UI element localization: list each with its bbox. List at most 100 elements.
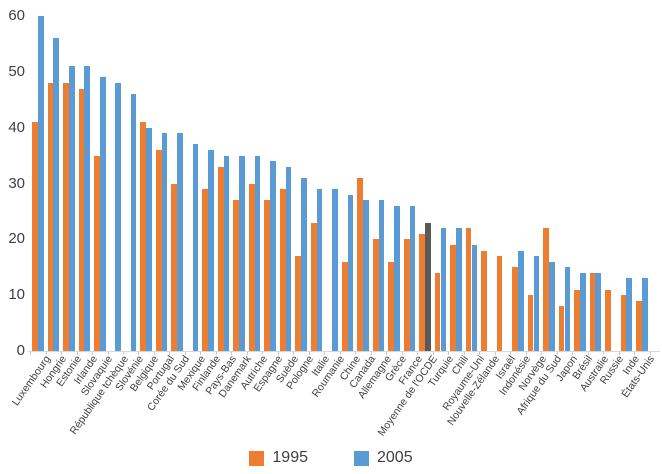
bar-1995-isra-l	[496, 256, 503, 351]
bar-1995-belgique	[140, 122, 147, 351]
bar-2005-turquie	[440, 228, 447, 351]
bar-2005-luxembourg	[37, 16, 44, 351]
bar-2005-pologne	[301, 177, 307, 351]
bar-2005-inde	[626, 278, 633, 351]
bar-1995-chine	[341, 261, 348, 351]
bar-1995-norv-ge	[527, 295, 534, 351]
x-axis-tick-mark	[494, 352, 496, 355]
bar-2005-br-sil	[579, 272, 586, 351]
bar-2005-chine	[347, 194, 354, 351]
bar-1995-japon	[558, 306, 565, 351]
bar-1995-moyenne-de-l-ocde	[419, 233, 426, 352]
legend-item-2005: 2005	[354, 449, 413, 467]
x-axis-tick-mark	[107, 352, 109, 355]
legend-label: 1995	[272, 449, 308, 466]
x-axis-tick-mark	[184, 352, 186, 355]
bar-2005-su-de	[285, 166, 292, 352]
bar-1995-italie	[310, 222, 317, 351]
x-axis-tick-mark	[386, 352, 388, 355]
x-axis-tick-mark	[463, 352, 465, 355]
bar-1995-estonie	[63, 83, 69, 351]
bar-1995-chili	[450, 244, 456, 351]
chart-legend: 1995 2005	[0, 449, 662, 467]
bar-1995-indon-sie	[512, 267, 518, 352]
x-axis-tick-mark	[479, 352, 481, 355]
bar-1995-afrique-du-sud	[543, 228, 549, 351]
bar-1995-pays-bas	[217, 166, 224, 352]
legend-label: 2005	[377, 449, 413, 466]
bar-2005-slov-nie	[130, 94, 137, 351]
x-axis-tick-mark	[200, 352, 202, 355]
x-axis-line	[28, 351, 660, 352]
x-axis-tick-mark	[448, 352, 450, 355]
bar-1995-slovaquie	[94, 155, 100, 351]
bar-2005-belgique	[146, 127, 152, 351]
x-axis-tick-mark	[246, 352, 248, 355]
bar-1995-espagne	[264, 200, 271, 352]
bar-2005-autriche	[254, 155, 261, 351]
bar-2005-japon	[564, 267, 571, 352]
x-axis-tick-mark	[277, 352, 279, 355]
bar-2005-norv-ge	[533, 256, 540, 351]
bar-1995-nouvelle-z-lande	[481, 250, 487, 351]
x-axis-tick-mark	[45, 352, 47, 355]
x-axis-tick-mark	[76, 352, 78, 355]
x-axis-tick-mark	[618, 352, 620, 355]
x-axis-tick-mark	[556, 352, 558, 355]
legend-swatch-icon	[354, 450, 369, 466]
bar-2005-chili	[456, 228, 462, 351]
bar-1995-inde	[620, 295, 627, 351]
y-axis-tick-label: 60	[8, 7, 25, 24]
x-axis-tick-mark	[169, 352, 171, 355]
bar-1995-finlande	[202, 189, 209, 351]
x-axis-tick-mark	[231, 352, 233, 355]
x-axis-tick-mark	[634, 352, 636, 355]
x-axis-tick-mark	[587, 352, 589, 355]
bar-2005-afrique-du-sud	[549, 261, 555, 351]
y-axis-tick-label: 50	[8, 62, 25, 80]
x-axis-tick-mark	[370, 352, 372, 355]
bar-1995-france	[403, 239, 410, 351]
bar-1995-hongrie	[47, 83, 54, 351]
bar-1995-gr-ce	[388, 261, 395, 351]
bar-1995-turquie	[434, 272, 441, 351]
bar-2005-r-publique-tch-que	[115, 83, 122, 351]
bar-1995-canada	[357, 177, 364, 351]
y-axis-tick-label: 20	[8, 230, 25, 248]
x-axis-tick-mark	[138, 352, 140, 355]
x-axis-tick-mark	[262, 352, 264, 355]
bar-2005-irlande	[84, 66, 91, 352]
x-axis-tick-mark	[153, 352, 155, 355]
bar-2005-moyenne-de-l-ocde	[425, 222, 431, 351]
bar-2005-royaume-uni	[471, 244, 478, 351]
x-axis-tick-mark	[525, 352, 527, 355]
x-axis-tick-mark	[417, 352, 419, 355]
bar-2005-cor-e-du-sud	[177, 133, 183, 352]
legend-item-1995: 1995	[249, 449, 308, 467]
y-axis-tick-label: 40	[8, 118, 25, 136]
x-axis-tick-mark	[510, 352, 512, 355]
x-axis-tick-mark	[122, 352, 124, 355]
bar-2005-indon-sie	[518, 250, 524, 351]
x-axis-tick-mark	[61, 352, 62, 355]
bar-2005-finlande	[208, 150, 214, 351]
bar-2005-france	[409, 205, 416, 351]
bar-2005-italie	[316, 189, 323, 351]
x-axis-tick-mark	[324, 352, 326, 355]
x-axis-tick-mark	[30, 352, 31, 355]
bar-1995-allemagne	[372, 239, 379, 351]
x-axis-tick-mark	[355, 352, 357, 355]
bar-1995-su-de	[279, 189, 286, 351]
bar-2005-estonie	[68, 66, 75, 352]
bar-1995-danemark	[233, 200, 240, 352]
bar-2005-gr-ce	[394, 205, 400, 351]
y-axis-tick-label: 30	[8, 174, 25, 192]
x-axis-tick-mark	[603, 352, 605, 355]
bar-2005-portugal	[161, 133, 168, 352]
bar-2005-mexique	[192, 144, 199, 351]
bar-2005-espagne	[270, 161, 276, 351]
bar-2005-australie	[595, 272, 602, 351]
bar-2005-allemagne	[378, 200, 385, 352]
bar-1995-russie	[605, 289, 611, 351]
